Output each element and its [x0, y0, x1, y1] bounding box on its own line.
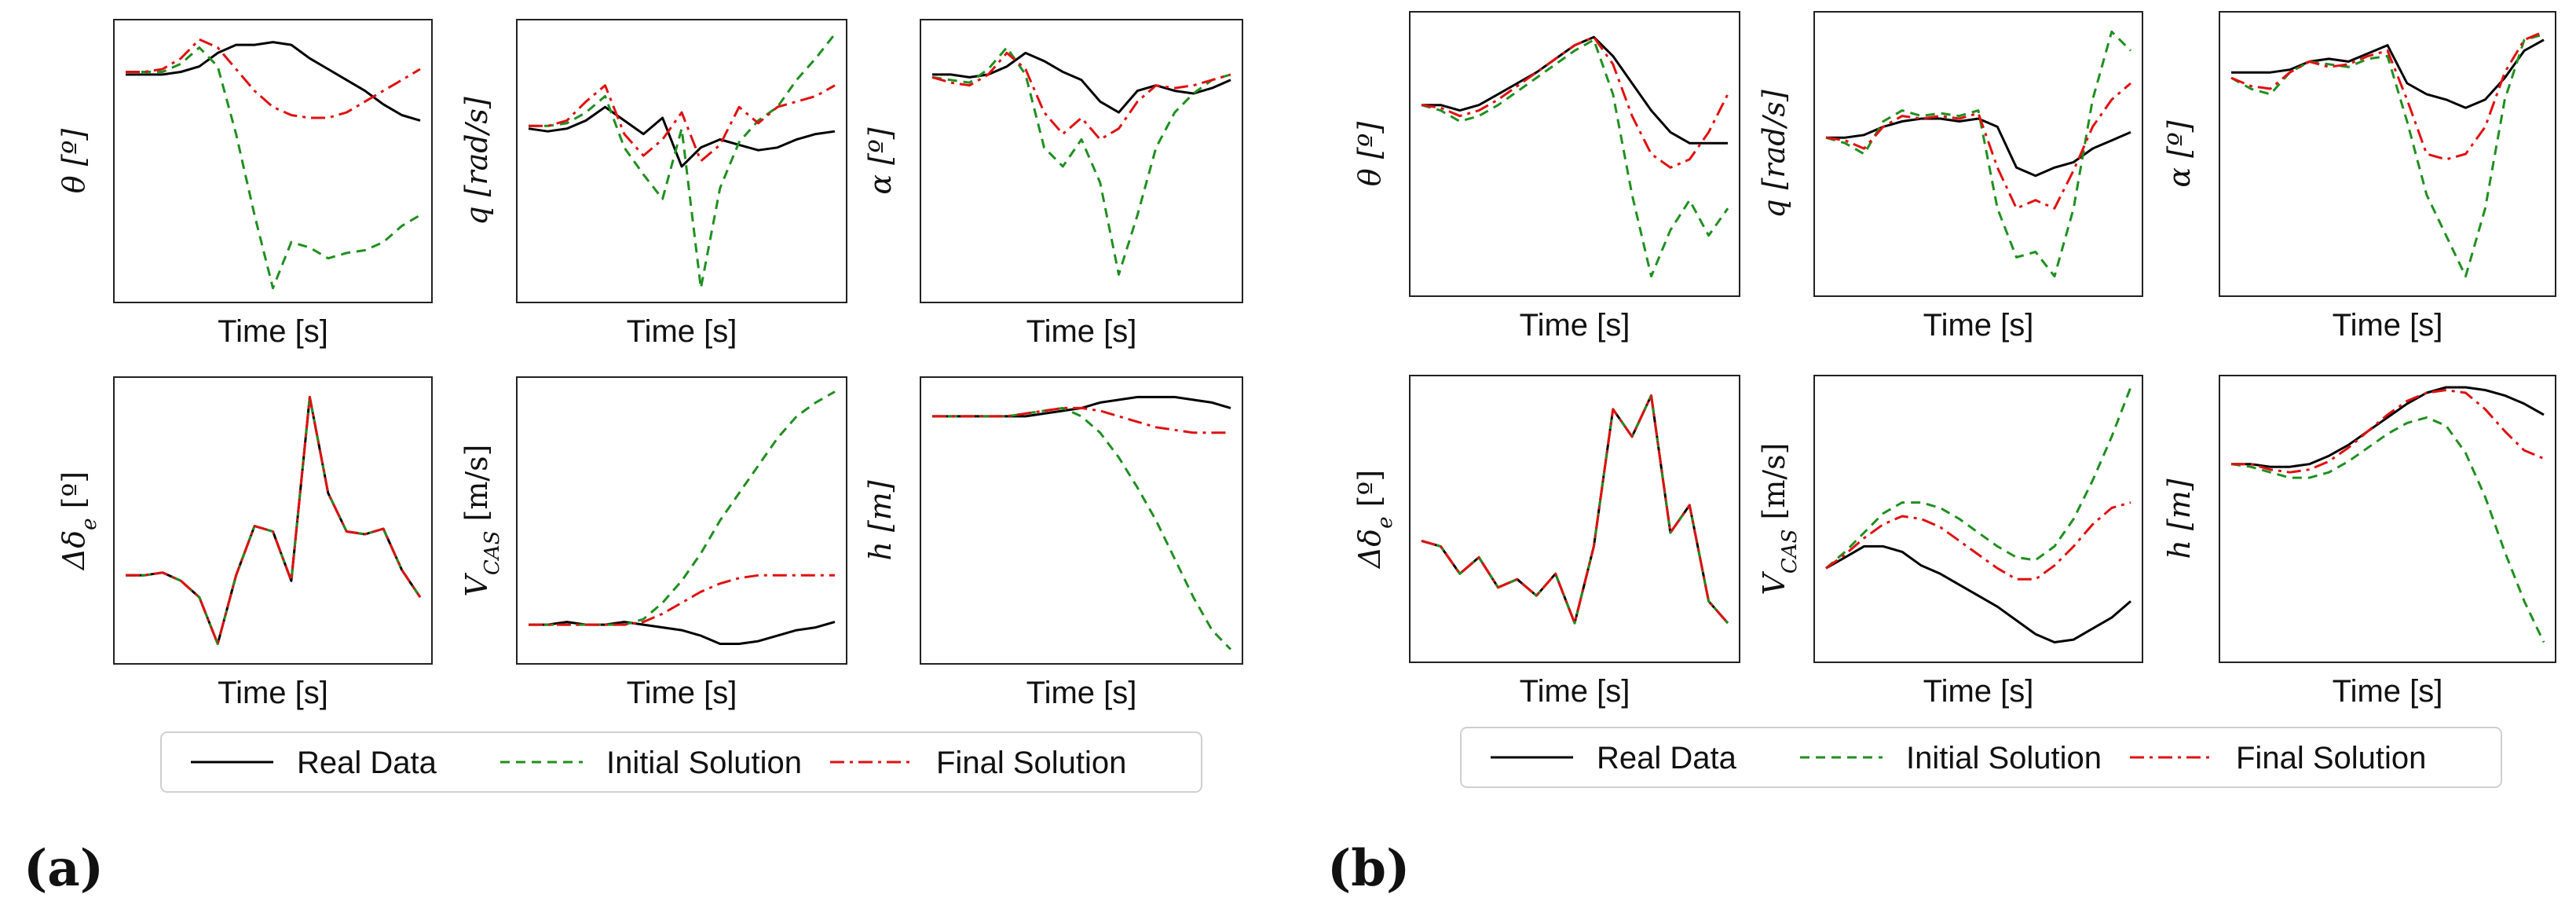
plot-frame — [516, 376, 847, 665]
legend-a: Real Data Initial Solution Final Solution — [160, 731, 1202, 793]
chart-a-5: Time [s] VCAS [m/s] — [459, 376, 847, 710]
series-line-real-data — [528, 105, 836, 168]
series-line-final-solution — [1421, 35, 1729, 169]
legend-frame — [1460, 727, 2502, 788]
y-axis-label: α [º] — [863, 127, 898, 194]
chart-b-2: Time [s] q [rad/s] — [1757, 11, 2143, 343]
plot-frame — [1813, 375, 2143, 663]
series-line-final-solution — [2230, 30, 2545, 161]
y-axis-label: α [º] — [2162, 120, 2197, 187]
x-axis-label: Time [s] — [1923, 308, 2034, 343]
y-axis-label: h [m] — [2162, 478, 2197, 559]
series-line-final-solution — [932, 406, 1231, 434]
series-line-initial-solution — [931, 46, 1231, 276]
chart-b-5: Time [s] VCAS [m/s] — [1757, 375, 2143, 709]
y-axis-label: q [rad/s] — [1757, 90, 1791, 218]
legend-label-initial: Initial Solution — [1906, 741, 2102, 775]
y-axis-label: θ [º] — [57, 129, 91, 194]
x-axis-label: Time [s] — [1026, 314, 1137, 349]
series-line-final-solution — [1825, 501, 2131, 581]
chart-b-1: Time [s] θ [º] — [1352, 11, 1740, 343]
legend-label-final: Final Solution — [2236, 741, 2426, 775]
plot-frame — [2219, 375, 2556, 663]
series-line-final-solution — [126, 395, 422, 645]
x-axis-label: Time [s] — [218, 676, 328, 710]
chart-a-3: Time [s] α [º] — [863, 19, 1243, 349]
plot-frame — [920, 376, 1243, 665]
chart-b-4: Time [s] Δδe [º] — [1352, 375, 1740, 709]
y-axis-label: VCAS [m/s] — [1757, 442, 1802, 595]
chart-b-6: Time [s] h [m] — [2162, 375, 2556, 709]
series-line-final-solution — [529, 574, 835, 626]
series-line-initial-solution — [1825, 30, 2132, 278]
series-line-initial-solution — [2230, 416, 2545, 643]
plot-frame — [920, 19, 1243, 303]
x-axis-label: Time [s] — [1923, 674, 2034, 709]
y-axis-label: VCAS [m/s] — [459, 444, 504, 596]
plot-frame — [1813, 11, 2143, 297]
x-axis-label: Time [s] — [2333, 308, 2443, 343]
series-line-final-solution — [1421, 394, 1729, 625]
series-line-final-solution — [2231, 389, 2545, 474]
legend-label-initial: Initial Solution — [606, 746, 802, 780]
series-line-real-data — [126, 41, 421, 122]
series-line-initial-solution — [1421, 38, 1729, 278]
chart-a-2: Time [s] q [rad/s] — [459, 19, 847, 349]
series-line-final-solution — [529, 84, 836, 163]
x-axis-label: Time [s] — [218, 314, 328, 349]
series-line-real-data — [932, 51, 1231, 114]
legend-label-final: Final Solution — [936, 746, 1126, 780]
series-line-initial-solution — [1825, 387, 2132, 570]
y-axis-label: θ [º] — [1352, 122, 1387, 187]
plot-frame — [516, 19, 847, 303]
legend-label-real: Real Data — [297, 746, 437, 780]
y-axis-label: Δδe [º] — [57, 471, 101, 571]
plot-frame — [1409, 11, 1740, 297]
panel-label-a: (a) — [24, 839, 104, 898]
series-line-final-solution — [931, 51, 1231, 141]
plot-frame — [113, 19, 433, 303]
chart-a-4: Time [s] Δδe [º] — [57, 376, 433, 710]
x-axis-label: Time [s] — [627, 676, 737, 710]
x-axis-label: Time [s] — [627, 314, 737, 349]
chart-b-3: Time [s] α [º] — [2162, 11, 2556, 343]
y-axis-label: q [rad/s] — [459, 97, 494, 225]
series-line-final-solution — [126, 38, 421, 119]
series-line-initial-solution — [529, 33, 836, 290]
series-line-final-solution — [1825, 82, 2131, 210]
plot-frame — [1409, 375, 1740, 663]
y-axis-label: h [m] — [863, 480, 898, 560]
x-axis-label: Time [s] — [1520, 308, 1630, 343]
legend-frame — [160, 731, 1202, 793]
legend-label-real: Real Data — [1597, 741, 1737, 775]
plot-frame — [113, 376, 433, 665]
series-line-initial-solution — [126, 46, 421, 290]
series-line-initial-solution — [2230, 33, 2545, 278]
x-axis-label: Time [s] — [2333, 674, 2443, 709]
y-axis-label: Δδe [º] — [1352, 470, 1397, 570]
series-line-real-data — [1825, 544, 2131, 643]
x-axis-label: Time [s] — [1520, 674, 1630, 709]
chart-a-1: Time [s] θ [º] — [57, 19, 433, 349]
plot-frame — [2219, 11, 2556, 297]
series-line-real-data — [2231, 386, 2545, 468]
series-line-real-data — [2231, 38, 2545, 109]
legend-b: Real Data Initial Solution Final Solution — [1460, 727, 2502, 788]
x-axis-label: Time [s] — [1026, 676, 1137, 710]
chart-a-6: Time [s] h [m] — [863, 376, 1243, 710]
panel-label-b: (b) — [1327, 839, 1411, 898]
